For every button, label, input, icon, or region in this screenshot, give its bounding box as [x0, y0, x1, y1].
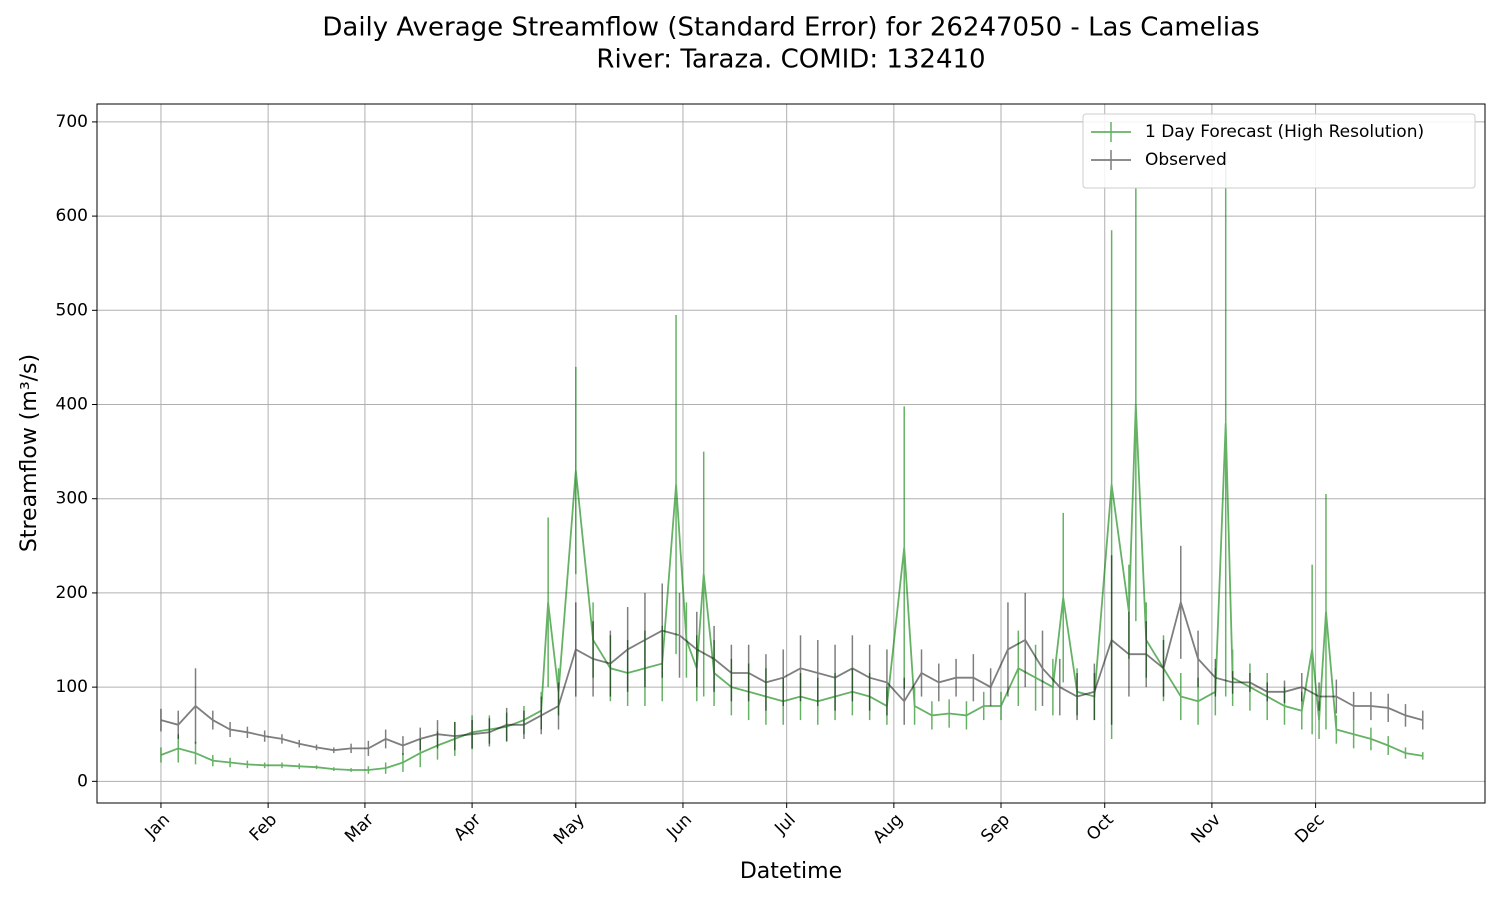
x-tick-label: Jun [662, 810, 696, 844]
plot-frame [96, 103, 1486, 804]
y-tick-label: 500 [56, 300, 88, 320]
x-tick-label: Mar [341, 810, 378, 847]
y-tick-label: 400 [56, 395, 88, 415]
legend-box [1082, 113, 1476, 189]
x-tick-label: Sep [977, 810, 1014, 847]
series [160, 545, 1424, 756]
x-tick-label: Feb [246, 810, 281, 845]
x-tick-label: Apr [450, 810, 485, 845]
legend-label: 1 Day Forecast (High Resolution) [1145, 122, 1424, 142]
x-axis-label: Datetime [740, 859, 842, 884]
legend-label: Observed [1145, 150, 1227, 170]
legend-marker [1091, 122, 1131, 142]
chart-title: Daily Average Streamflow (Standard Error… [322, 13, 1259, 43]
x-tick-label: May [550, 810, 589, 849]
x-tick-label: Oct [1083, 810, 1118, 845]
x-tick-label: Aug [869, 810, 907, 848]
series-line [160, 404, 1423, 771]
y-tick-label: 0 [77, 771, 88, 791]
legend-marker [1091, 150, 1131, 170]
x-tick-label: Jul [770, 810, 799, 839]
y-tick-label: 700 [56, 112, 88, 132]
chart-subtitle: River: Taraza. COMID: 132410 [596, 45, 985, 75]
y-tick-label: 300 [56, 489, 88, 509]
x-tick-label: Nov [1187, 810, 1225, 848]
x-tick-label: Dec [1291, 810, 1328, 847]
y-axis-label: Streamflow (m³/s) [17, 354, 42, 552]
x-tick-label: Jan [141, 810, 174, 843]
series-line [160, 599, 1424, 752]
y-tick-label: 100 [56, 677, 88, 697]
series [160, 150, 1424, 774]
y-tick-label: 600 [56, 206, 88, 226]
y-tick-label: 200 [56, 583, 88, 603]
